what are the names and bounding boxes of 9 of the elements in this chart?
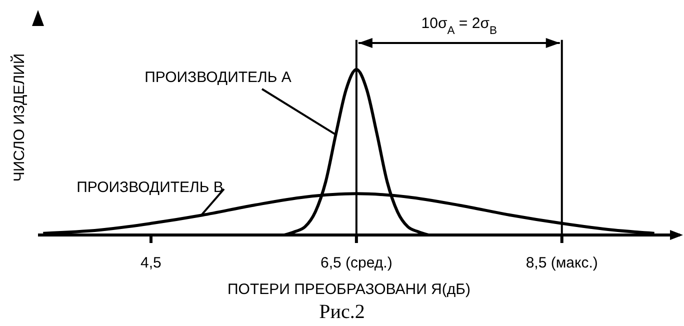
text: 10σ$_{A}$ = 2σ$_{B}$ — [421, 15, 497, 37]
text: Рис.2 — [319, 301, 365, 323]
x-tick-label: 4,5 — [140, 254, 162, 272]
x-tick-label: 6,5 (сред.) — [320, 254, 392, 272]
y-axis-title: ЧИСЛО ИЗДЕЛИЙ — [10, 53, 28, 182]
text: ПРОИЗВОДИТЕЛЬ А — [144, 69, 292, 86]
x-tick-label: 8,5 (макс.) — [526, 254, 598, 272]
x-axis-title: ПОТЕРИ ПРЕОБРАЗОВАНИ Я(дБ) — [228, 281, 470, 298]
series-label: ПРОИЗВОДИТЕЛЬ В — [76, 179, 224, 196]
